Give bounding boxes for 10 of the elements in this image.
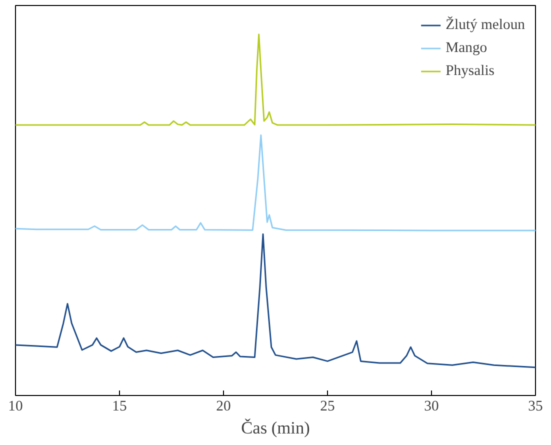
x-axis-title: Čas (min)	[241, 418, 310, 438]
x-tick-label: 15	[112, 398, 127, 414]
x-tick-label: 10	[8, 398, 23, 414]
x-tick-label: 20	[216, 398, 231, 414]
x-tick-label: 25	[320, 398, 335, 414]
x-tick-label: 35	[528, 398, 543, 414]
legend-label: Physalis	[446, 62, 494, 80]
legend-label: Mango	[446, 40, 488, 56]
x-tick-label: 30	[424, 398, 439, 414]
legend-label: Žlutý meloun	[446, 16, 525, 34]
